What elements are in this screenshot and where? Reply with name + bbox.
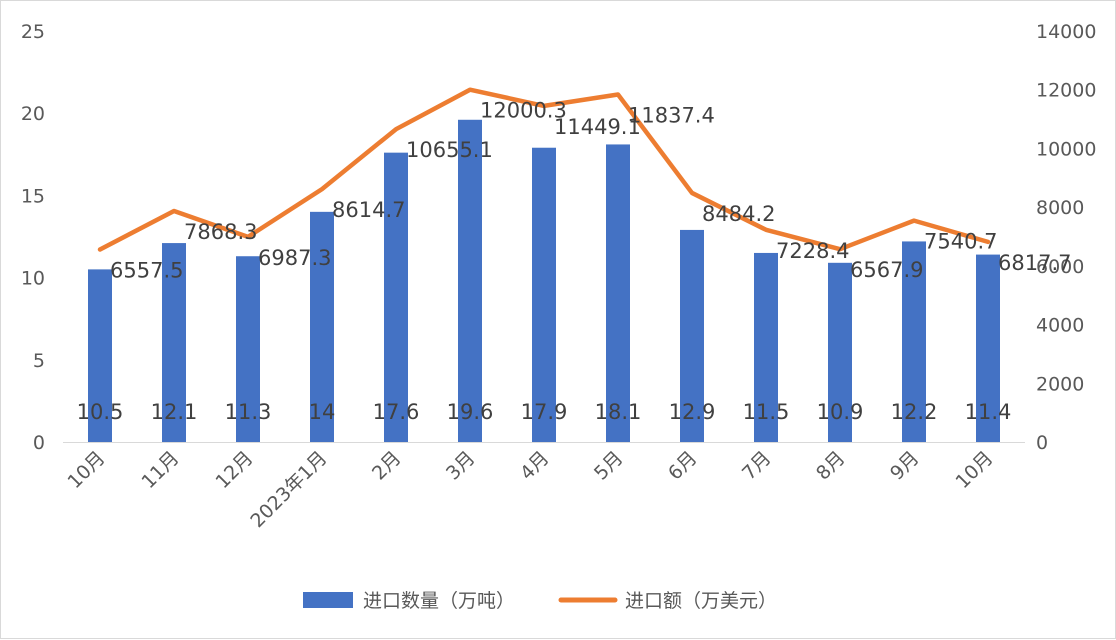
legend: 进口数量（万吨） 进口额（万美元） bbox=[303, 590, 777, 612]
line-label-2: 6987.3 bbox=[258, 246, 331, 270]
x-tick-4: 2月 bbox=[368, 447, 406, 485]
line-label-4: 10655.1 bbox=[406, 138, 493, 162]
bar-7 bbox=[606, 144, 630, 442]
bar-label-12: 11.4 bbox=[965, 400, 1012, 424]
y-right-tick-2: 4000 bbox=[1036, 315, 1084, 337]
bar-5 bbox=[458, 120, 482, 442]
y-right-tick-7: 14000 bbox=[1036, 21, 1096, 43]
bar-label-7: 18.1 bbox=[595, 400, 642, 424]
bar-data-labels: 10.5 12.1 11.3 14 17.6 19.6 17.9 18.1 12.9 11.5 10… bbox=[77, 400, 1012, 424]
x-tick-10: 8月 bbox=[812, 447, 850, 485]
bar-label-4: 17.6 bbox=[373, 400, 420, 424]
bar-label-9: 11.5 bbox=[743, 400, 790, 424]
bar-label-11: 12.2 bbox=[891, 400, 938, 424]
y-right-tick-1: 2000 bbox=[1036, 373, 1084, 395]
bar-label-2: 11.3 bbox=[225, 400, 272, 424]
x-tick-7: 5月 bbox=[590, 447, 628, 485]
x-tick-8: 6月 bbox=[664, 447, 702, 485]
y-left-tick-4: 20 bbox=[21, 103, 45, 125]
y-left-tick-3: 15 bbox=[21, 185, 45, 207]
x-tick-11: 9月 bbox=[886, 447, 924, 485]
y-left-tick-1: 5 bbox=[33, 350, 45, 372]
bar-label-0: 10.5 bbox=[77, 400, 124, 424]
x-tick-9: 7月 bbox=[738, 447, 776, 485]
line-label-8: 8484.2 bbox=[702, 202, 775, 226]
line-label-12: 6817.7 bbox=[998, 251, 1071, 275]
y-right-tick-4: 8000 bbox=[1036, 197, 1084, 219]
bar-label-3: 14 bbox=[309, 400, 336, 424]
bar-4 bbox=[384, 153, 408, 442]
x-tick-12: 10月 bbox=[951, 447, 997, 493]
bar-6 bbox=[532, 148, 556, 442]
x-tick-5: 3月 bbox=[442, 447, 480, 485]
line-label-0: 6557.5 bbox=[110, 258, 183, 282]
line-label-1: 7868.3 bbox=[184, 220, 257, 244]
x-tick-6: 4月 bbox=[516, 447, 554, 485]
bar-label-5: 19.6 bbox=[447, 400, 494, 424]
line-label-10: 6567.9 bbox=[850, 258, 923, 282]
x-tick-1: 11月 bbox=[137, 447, 183, 493]
bar-label-6: 17.9 bbox=[521, 400, 568, 424]
legend-label-line: 进口额（万美元） bbox=[625, 590, 777, 612]
legend-swatch-bar bbox=[303, 592, 353, 608]
line-label-11: 7540.7 bbox=[924, 230, 997, 254]
line-data-labels: 6557.57868.36987.38614.710655.112000.311… bbox=[110, 99, 1071, 283]
x-tick-3: 2023年1月 bbox=[246, 447, 331, 532]
legend-label-bar: 进口数量（万吨） bbox=[363, 590, 515, 612]
y-right-tick-5: 10000 bbox=[1036, 138, 1096, 160]
line-label-9: 7228.4 bbox=[776, 239, 849, 263]
x-tick-0: 10月 bbox=[63, 447, 109, 493]
y-left-tick-0: 0 bbox=[33, 432, 45, 454]
x-tick-2: 12月 bbox=[211, 447, 257, 493]
y-left-tick-5: 25 bbox=[21, 21, 45, 43]
bar-label-1: 12.1 bbox=[151, 400, 198, 424]
left-axis-ticks: 0 5 10 15 20 25 bbox=[21, 21, 45, 454]
line-label-3: 8614.7 bbox=[332, 198, 405, 222]
bar-label-10: 10.9 bbox=[817, 400, 864, 424]
y-right-tick-6: 12000 bbox=[1036, 80, 1096, 102]
y-left-tick-2: 10 bbox=[21, 268, 45, 290]
line-label-7: 11837.4 bbox=[628, 103, 715, 127]
bar-label-8: 12.9 bbox=[669, 400, 716, 424]
y-right-tick-0: 0 bbox=[1036, 432, 1048, 454]
